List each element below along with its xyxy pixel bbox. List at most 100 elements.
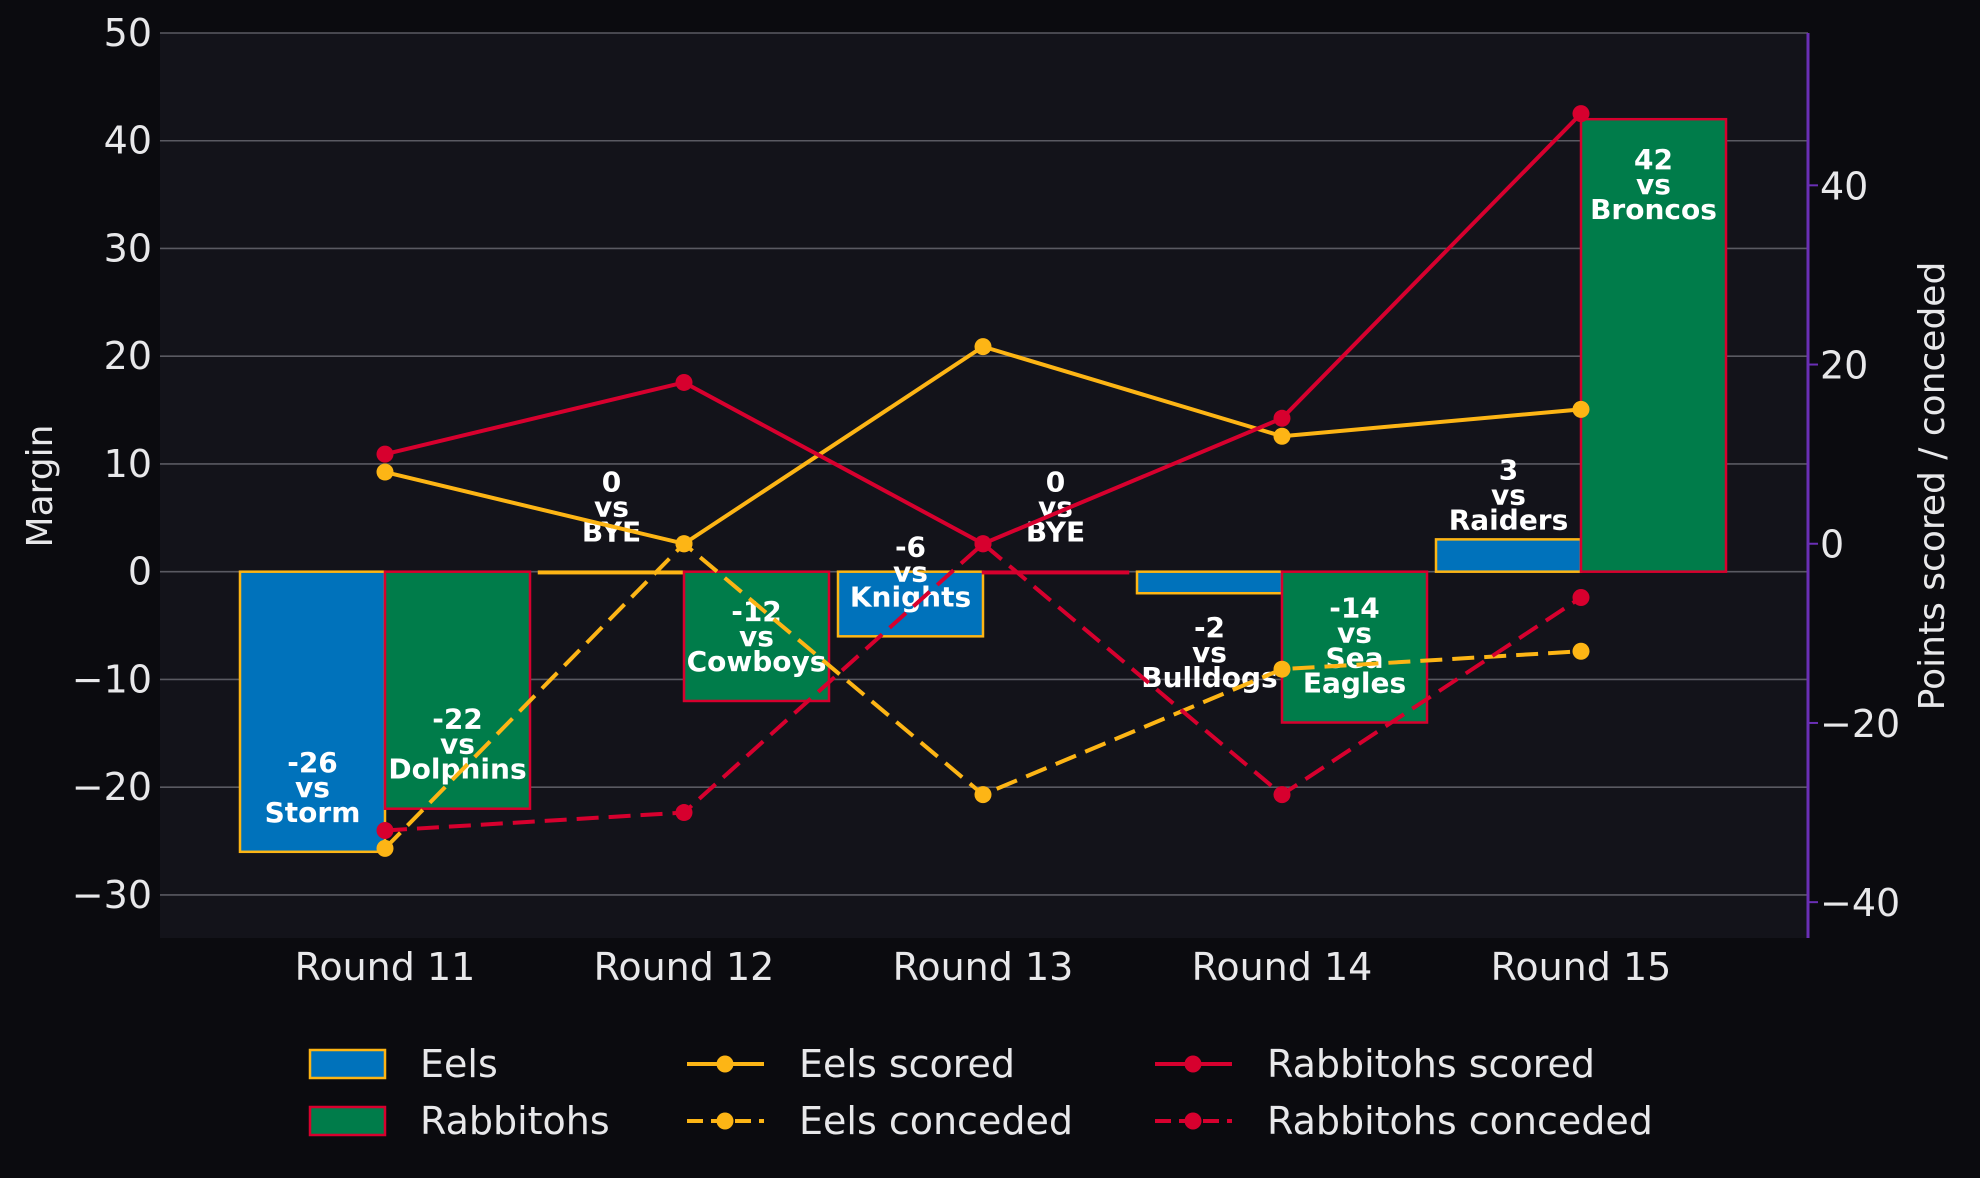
y-tick-label: 10 [104, 442, 152, 486]
bar-data-label: 0 vs BYE [1026, 466, 1085, 549]
bar-data-label-line: -26 [287, 746, 338, 779]
line-point [974, 338, 992, 356]
line-point [1273, 786, 1291, 804]
bar-data-label: -2 vs Bulldogs [1141, 611, 1277, 694]
legend-marker [716, 1055, 734, 1073]
line-series [376, 105, 1590, 857]
line-point [1572, 105, 1590, 123]
line-point [1572, 589, 1590, 607]
bar-data-label: -22 vs Dolphins [388, 703, 526, 786]
bar-data-label-line: vs [295, 771, 330, 804]
bar-data-label-line: Broncos [1590, 193, 1717, 226]
y-tick-label: −20 [72, 765, 152, 809]
bar-rabbitohs [981, 570, 1130, 575]
bar-data-label-line: 0 [1046, 466, 1065, 499]
legend-label: Eels scored [799, 1042, 1015, 1086]
legend-marker [1184, 1055, 1202, 1073]
bar-data-label-line: Sea [1325, 642, 1383, 675]
y2-tick-label: −20 [1820, 702, 1900, 746]
bar-rabbitohs [682, 570, 831, 703]
bar-data-label-line: Storm [265, 796, 361, 829]
bar-data-label-line: vs [1636, 168, 1671, 201]
bar-eels [1135, 570, 1284, 595]
bar-data-label-line: 0 [602, 466, 621, 499]
bar-eels [537, 570, 686, 575]
line-point [376, 463, 394, 481]
bar-data-label-line: -14 [1329, 592, 1380, 625]
y-tick-label: −10 [72, 657, 152, 701]
legend: Eels Rabbitohs Eels scored Eels conceded Rab… [308, 1042, 1653, 1143]
legend-swatch [308, 1105, 387, 1137]
line-point [1273, 409, 1291, 427]
y-tick-label: −30 [72, 873, 152, 917]
line-point [376, 839, 394, 857]
right-axis-ticks: 40 20 0 −20 −40 [1808, 164, 1900, 925]
y2-axis-label: Points scored / conceded [1912, 262, 1953, 711]
bar-data-label: -12 vs Cowboys [687, 595, 827, 678]
bars [238, 117, 1728, 854]
bar-data-label-line: vs [1337, 617, 1372, 650]
bar-data-label-line: vs [594, 491, 629, 524]
legend-label: Rabbitohs scored [1267, 1042, 1595, 1086]
legend-marker [1184, 1112, 1202, 1130]
bar-data-label-line: vs [1192, 636, 1227, 669]
legend-label: Eels conceded [799, 1099, 1073, 1143]
bar-data-label-line: Cowboys [687, 645, 827, 678]
legend-label: Eels [420, 1042, 498, 1086]
bar-data-label: -14 vs Sea Eagles [1303, 592, 1406, 700]
bar-data-label: -26 vs Storm [265, 746, 361, 829]
bar-data-label-line: -22 [432, 703, 483, 736]
line-point [1572, 400, 1590, 418]
bar-data-label-line: 42 [1634, 143, 1673, 176]
line-point [974, 535, 992, 553]
line-point [1572, 642, 1590, 660]
bar-data-label-line: -12 [731, 595, 782, 628]
bar-eels [836, 570, 985, 638]
x-axis-ticks: Round 11 Round 12 Round 13 Round 14 Round 15 [295, 945, 1672, 989]
line-rabbitohs-conceded [384, 541, 1583, 833]
x-tick-label: Round 15 [1491, 945, 1672, 989]
bar-data-label-line: Eagles [1303, 667, 1406, 700]
line-point [974, 786, 992, 804]
bar-data-label-line: vs [440, 728, 475, 761]
y2-tick-label: 20 [1820, 344, 1868, 388]
y-tick-label: 50 [104, 11, 152, 55]
bar-data-label-line: Raiders [1449, 503, 1569, 536]
y2-tick-label: 40 [1820, 164, 1868, 208]
x-tick-label: Round 14 [1192, 945, 1373, 989]
bar-data-label-line: vs [893, 555, 928, 588]
bar-data-label: -6 vs Knights [850, 530, 971, 613]
x-tick-label: Round 13 [893, 945, 1074, 989]
bar-rabbitohs [383, 570, 532, 810]
line-point [1273, 660, 1291, 678]
y2-tick-label: −40 [1820, 881, 1900, 925]
line-point [376, 445, 394, 463]
legend-label: Rabbitohs [420, 1099, 610, 1143]
x-tick-label: Round 12 [594, 945, 775, 989]
bar-data-label-line: Dolphins [388, 753, 526, 786]
line-point [675, 535, 693, 553]
bar-data-label-line: vs [739, 620, 774, 653]
bar-rabbitohs [1579, 117, 1728, 573]
legend-swatch [308, 1048, 387, 1080]
y-axis-label: Margin [20, 425, 61, 548]
bar-data-label-line: 3 [1499, 453, 1518, 486]
bar-eels [238, 570, 387, 854]
bar-data-label-line: vs [1491, 478, 1526, 511]
line-point [675, 804, 693, 822]
y-tick-label: 40 [104, 119, 152, 163]
bar-data-label: 3 vs Raiders [1449, 453, 1569, 536]
bar-eels [1434, 538, 1583, 573]
bar-data-label-line: -6 [895, 530, 926, 563]
line-point [675, 373, 693, 391]
line-point [376, 821, 394, 839]
bar-data-label: 42 vs Broncos [1590, 143, 1717, 226]
y2-tick-label: 0 [1820, 523, 1844, 567]
left-axis-ticks: 50 40 30 20 10 0 −10 −20 −30 [72, 11, 152, 917]
y-tick-label: 30 [104, 226, 152, 270]
bar-data-label-line: Knights [850, 580, 971, 613]
bar-rabbitohs [1280, 570, 1429, 724]
y-tick-label: 0 [128, 550, 152, 594]
